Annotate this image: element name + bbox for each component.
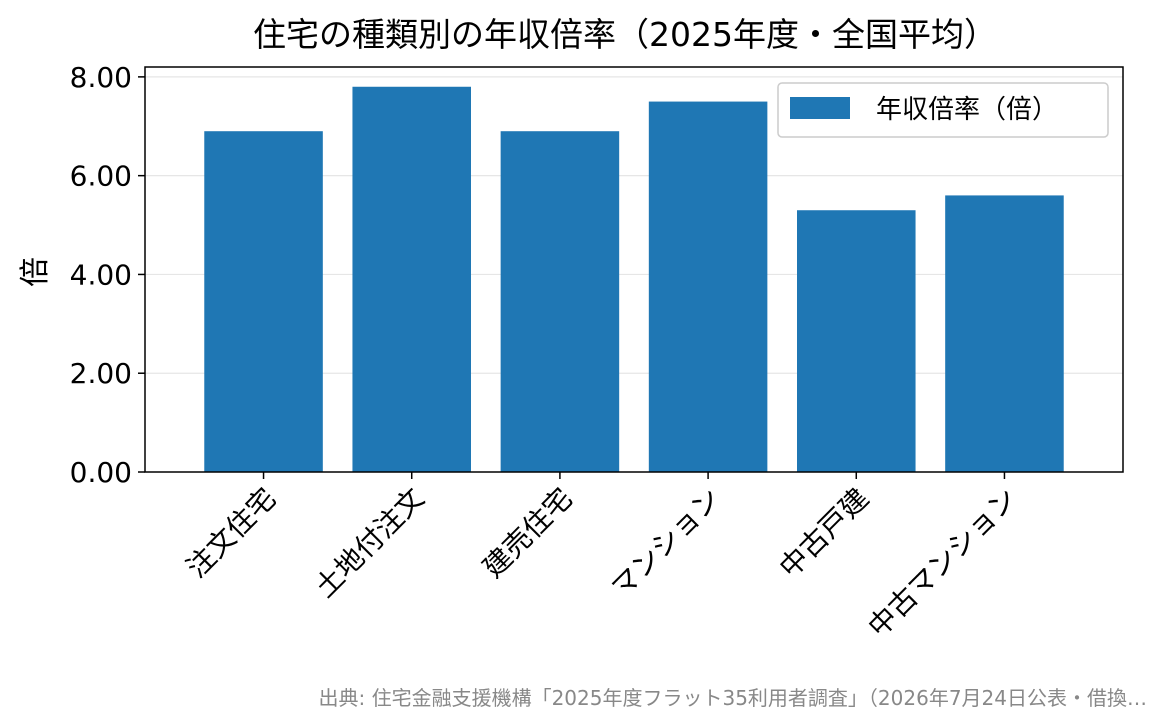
bar (204, 131, 323, 472)
y-tick-label: 6.00 (70, 160, 132, 193)
y-tick-label: 2.00 (70, 357, 132, 390)
legend-box (777, 82, 1109, 138)
x-tick-label: マンション (605, 482, 727, 604)
y-axis-ticks: 0.00 2.00 4.00 6.00 8.00 (70, 61, 145, 489)
bar (352, 86, 471, 472)
plot-frame (144, 66, 1124, 473)
x-tick-label: 土地付注文 (308, 482, 430, 604)
legend: 年収倍率（倍） (777, 82, 1109, 138)
legend-label: 年収倍率（倍） (876, 95, 1058, 125)
bar (945, 195, 1064, 473)
x-tick-label: 注文住宅 (180, 482, 283, 585)
bar (797, 210, 916, 473)
bar (500, 131, 620, 472)
x-tick-label: 中古マンション (861, 482, 1023, 644)
legend-swatch (790, 97, 850, 119)
y-tick-label: 8.00 (70, 61, 132, 94)
bar (648, 101, 768, 472)
x-tick-label: 建売住宅 (476, 482, 579, 585)
bars-group (204, 86, 1064, 473)
y-tick-label: 0.00 (70, 456, 132, 489)
chart-title: 住宅の種類別の年収倍率（2025年度・全国平均） (253, 15, 997, 54)
y-axis-label: 倍 (18, 257, 53, 287)
x-tick-label: 中古戸建 (773, 482, 876, 585)
source-note: 出典: 住宅金融支援機構「2025年度フラット35利用者調査」（2026年7月2… (318, 686, 1147, 710)
y-tick-label: 4.00 (70, 258, 132, 291)
